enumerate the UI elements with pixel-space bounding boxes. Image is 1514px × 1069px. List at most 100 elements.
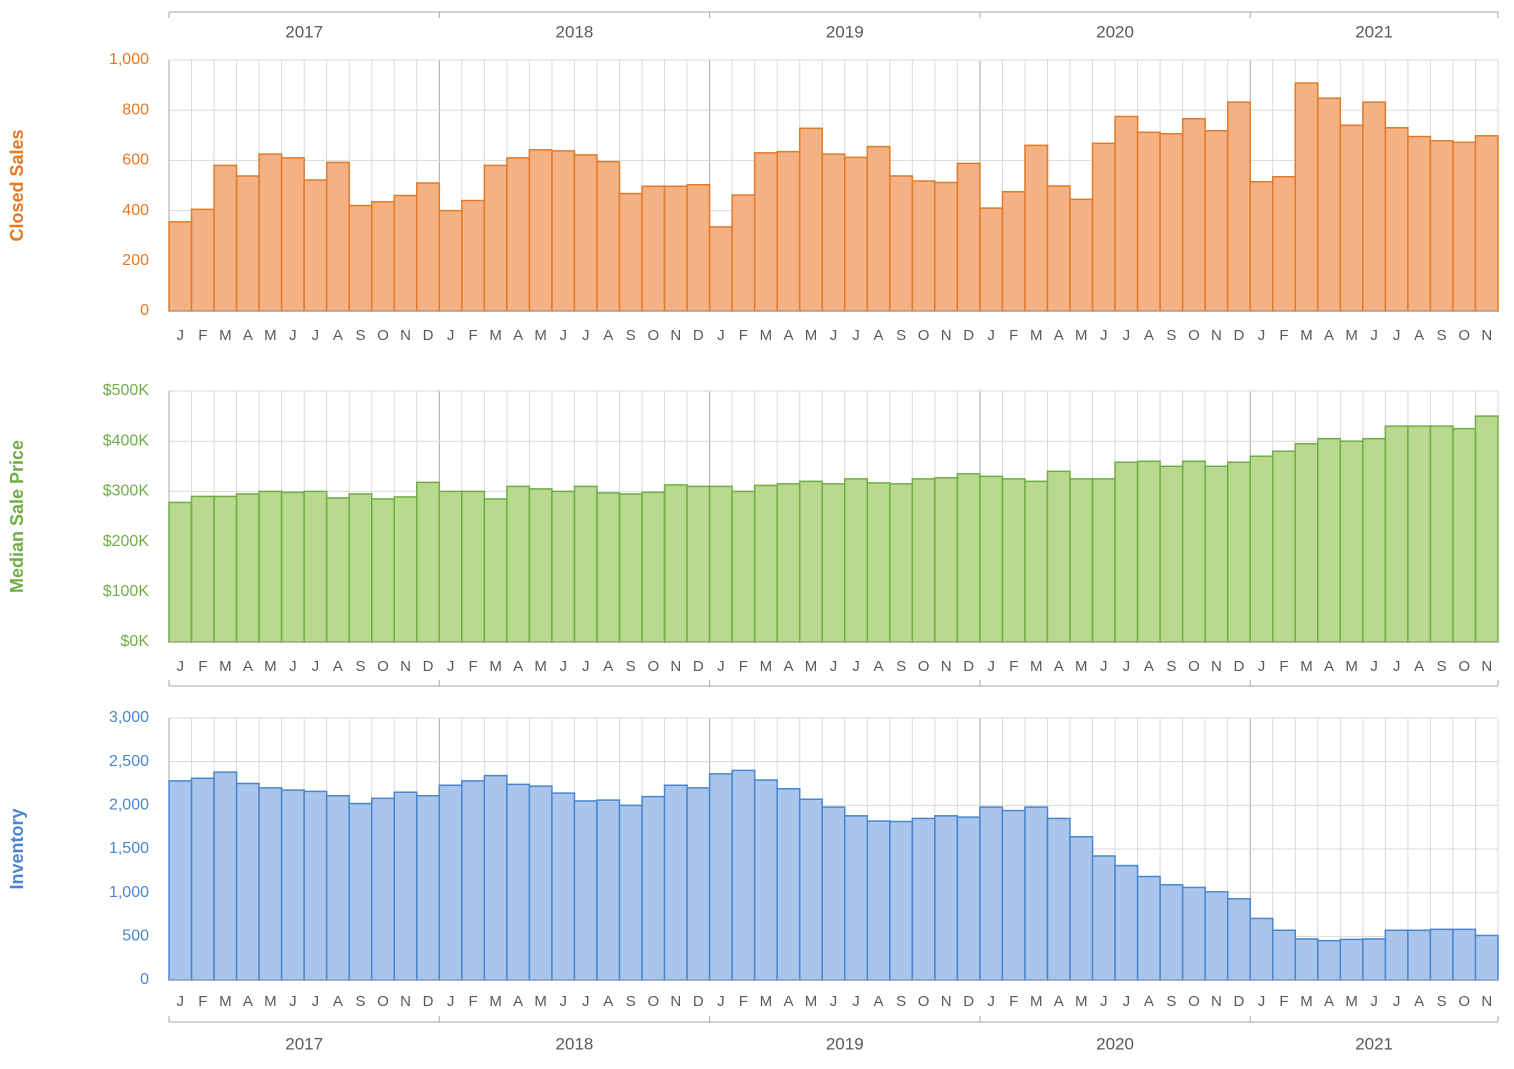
bar: [1429, 140, 1454, 312]
bar: [280, 491, 305, 643]
month-label: O: [377, 327, 389, 344]
bar: [506, 783, 531, 981]
month-label: M: [805, 658, 818, 675]
month-label: A: [1414, 327, 1424, 344]
bar: [551, 792, 576, 981]
y-tick-label: 1,000: [109, 51, 149, 68]
bar: [979, 806, 1004, 981]
month-label: J: [830, 658, 838, 675]
y-tick-label: 400: [122, 202, 149, 219]
month-label: J: [289, 658, 297, 675]
month-label: J: [289, 993, 297, 1010]
y-tick-label: $300K: [103, 483, 150, 500]
month-label: M: [1030, 327, 1043, 344]
month-label: O: [1188, 327, 1200, 344]
month-label: N: [1211, 993, 1222, 1010]
month-label: N: [400, 327, 411, 344]
bar: [1091, 855, 1116, 981]
bar: [956, 473, 981, 643]
bar: [461, 199, 486, 312]
month-label: F: [469, 658, 478, 675]
month-label: A: [513, 993, 523, 1010]
bar: [1069, 836, 1094, 981]
month-label: J: [987, 658, 995, 675]
bar: [551, 490, 576, 643]
bar: [1159, 465, 1184, 643]
bar: [866, 820, 891, 981]
y-tick-label: $400K: [103, 432, 150, 449]
month-label: A: [783, 658, 793, 675]
bar: [1384, 425, 1409, 643]
bar: [731, 490, 756, 643]
bar: [1114, 461, 1139, 643]
bar: [1271, 175, 1297, 312]
month-label: M: [1075, 993, 1088, 1010]
bar: [235, 782, 260, 981]
bar: [1474, 415, 1499, 643]
bar: [573, 485, 598, 643]
y-tick-label: 2,000: [109, 797, 149, 814]
month-label: J: [289, 327, 297, 344]
month-label: M: [264, 327, 277, 344]
month-label: J: [582, 658, 590, 675]
bar: [1362, 938, 1387, 981]
bar: [1001, 191, 1026, 312]
month-label: F: [739, 993, 748, 1010]
month-label: N: [1211, 658, 1222, 675]
month-label: D: [423, 327, 434, 344]
bar: [370, 201, 396, 312]
bar: [506, 485, 531, 643]
bar: [1226, 101, 1251, 312]
bar: [641, 795, 666, 981]
y-tick-label: $100K: [103, 583, 150, 600]
bar: [528, 488, 553, 643]
month-label: J: [717, 658, 725, 675]
month-label: M: [489, 327, 502, 344]
month-label: F: [198, 327, 207, 344]
month-label: J: [987, 327, 995, 344]
bar: [1452, 427, 1477, 643]
month-label: N: [670, 993, 681, 1010]
bar: [1024, 480, 1049, 643]
bar: [258, 787, 283, 981]
bar: [798, 798, 823, 981]
bar: [731, 194, 756, 312]
month-label: J: [852, 993, 860, 1010]
bar: [213, 771, 238, 981]
bar: [1407, 425, 1432, 643]
bar: [844, 156, 869, 312]
month-label: F: [1009, 327, 1018, 344]
month-label: J: [1393, 993, 1401, 1010]
bar: [618, 192, 643, 312]
bar: [1136, 460, 1161, 643]
month-label: S: [1166, 993, 1176, 1010]
month-label: O: [918, 327, 930, 344]
month-label: J: [1258, 658, 1266, 675]
bar: [325, 794, 350, 981]
y-axis-title: Median Sale Price: [7, 440, 27, 593]
month-label: N: [1481, 658, 1492, 675]
month-label: O: [1188, 658, 1200, 675]
bar: [1046, 185, 1071, 312]
bar: [1226, 461, 1251, 643]
bar: [911, 180, 936, 312]
month-label: J: [559, 327, 567, 344]
bar: [438, 784, 463, 981]
bar: [956, 816, 981, 981]
month-label: F: [1009, 993, 1018, 1010]
month-label: A: [1144, 658, 1154, 675]
bar: [641, 491, 666, 643]
bar: [1114, 864, 1139, 981]
y-tick-label: 500: [122, 928, 149, 945]
month-label: F: [1279, 658, 1288, 675]
bar: [821, 483, 846, 643]
bar: [753, 484, 778, 643]
month-label: J: [1370, 327, 1378, 344]
month-label: A: [1414, 658, 1424, 675]
bar: [370, 498, 396, 643]
year-label: 2017: [285, 22, 323, 41]
bar: [1046, 470, 1071, 643]
month-label: J: [1100, 327, 1108, 344]
month-label: J: [177, 658, 185, 675]
bar: [596, 492, 621, 643]
